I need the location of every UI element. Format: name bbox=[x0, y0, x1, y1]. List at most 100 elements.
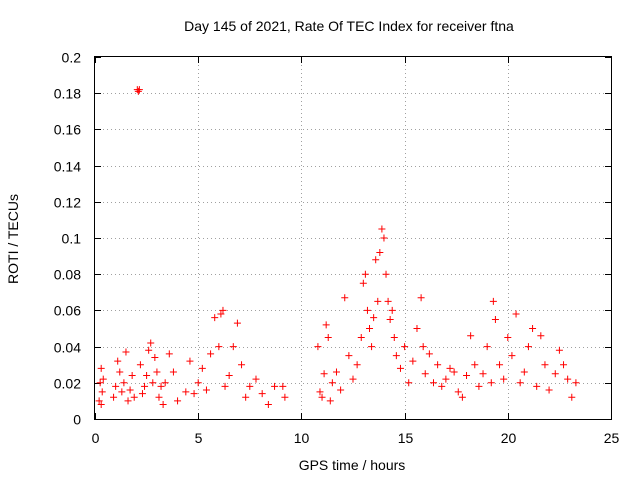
data-point bbox=[279, 382, 287, 390]
chart-title: Day 145 of 2021, Rate Of TEC Index for r… bbox=[184, 18, 514, 34]
data-point bbox=[392, 352, 400, 360]
data-point bbox=[370, 314, 378, 322]
data-point bbox=[520, 368, 528, 376]
data-point bbox=[141, 382, 149, 390]
data-point bbox=[529, 325, 537, 332]
data-point bbox=[198, 364, 206, 372]
data-point bbox=[409, 357, 417, 365]
y-tick-label: 0.04 bbox=[54, 340, 81, 356]
data-point bbox=[114, 357, 122, 365]
data-point bbox=[161, 379, 169, 387]
data-point bbox=[332, 368, 340, 376]
data-point bbox=[211, 314, 219, 322]
data-point bbox=[182, 388, 190, 396]
data-point bbox=[99, 375, 107, 383]
data-point bbox=[118, 388, 126, 396]
data-point bbox=[467, 332, 475, 340]
y-tick-label: 0.02 bbox=[54, 376, 81, 392]
data-point bbox=[215, 343, 223, 351]
data-point bbox=[361, 270, 369, 278]
data-point bbox=[316, 388, 324, 396]
data-point bbox=[116, 368, 124, 376]
data-point bbox=[120, 379, 128, 387]
data-point bbox=[207, 350, 215, 358]
data-point bbox=[421, 370, 429, 378]
data-point bbox=[165, 350, 173, 358]
y-axis-label: ROTI / TECUs bbox=[5, 194, 21, 284]
data-point bbox=[318, 393, 326, 401]
data-point bbox=[143, 372, 151, 380]
data-point bbox=[396, 364, 404, 372]
data-point bbox=[368, 343, 376, 351]
data-point bbox=[417, 294, 425, 302]
data-point bbox=[384, 297, 392, 305]
y-tick-label: 0 bbox=[73, 412, 81, 428]
data-point bbox=[202, 386, 210, 394]
data-point bbox=[135, 86, 143, 94]
data-point bbox=[258, 390, 266, 398]
y-tick-label: 0.06 bbox=[54, 303, 81, 319]
data-point bbox=[233, 319, 241, 327]
data-point bbox=[483, 343, 491, 351]
data-point bbox=[97, 401, 105, 409]
data-point bbox=[376, 248, 384, 256]
data-point bbox=[242, 393, 250, 401]
data-point bbox=[225, 372, 233, 380]
data-point bbox=[122, 348, 130, 356]
scatter-points bbox=[95, 86, 580, 409]
data-point bbox=[401, 343, 409, 351]
y-tick-label: 0.16 bbox=[54, 122, 81, 138]
data-point bbox=[169, 368, 177, 376]
data-point bbox=[388, 306, 396, 314]
axis-ticks: 0 5 10 15 20 25 0 0.02 0.04 0.06 0.08 0.1 0.12 0.14 0.… bbox=[54, 50, 620, 447]
data-point bbox=[434, 361, 442, 369]
x-tick-label: 25 bbox=[604, 430, 620, 446]
data-point bbox=[425, 350, 433, 358]
data-point bbox=[463, 372, 471, 380]
data-point bbox=[479, 370, 487, 378]
plot-frame bbox=[94, 56, 612, 420]
data-point bbox=[145, 346, 153, 354]
data-point bbox=[345, 352, 353, 360]
data-point bbox=[219, 306, 227, 314]
data-point bbox=[271, 382, 279, 390]
x-tick-label: 15 bbox=[398, 430, 414, 446]
data-point bbox=[537, 332, 545, 340]
y-tick-label: 0.2 bbox=[62, 50, 82, 66]
data-point bbox=[130, 393, 138, 401]
x-tick-label: 10 bbox=[294, 430, 310, 446]
data-point bbox=[454, 388, 462, 396]
data-point bbox=[264, 401, 272, 409]
data-point bbox=[221, 382, 229, 390]
data-point bbox=[378, 225, 386, 233]
data-point bbox=[413, 325, 421, 332]
data-point bbox=[491, 315, 499, 323]
data-point bbox=[97, 364, 105, 372]
x-tick-label: 5 bbox=[195, 430, 203, 446]
data-point bbox=[471, 361, 479, 369]
data-point bbox=[555, 346, 563, 354]
data-point bbox=[155, 393, 163, 401]
grid-lines bbox=[95, 57, 611, 419]
data-point bbox=[126, 386, 134, 394]
data-point bbox=[568, 393, 576, 401]
data-point bbox=[363, 306, 371, 314]
data-point bbox=[124, 397, 132, 405]
data-point bbox=[541, 361, 549, 369]
data-point bbox=[359, 279, 367, 287]
data-point bbox=[405, 379, 413, 387]
data-point bbox=[516, 379, 524, 387]
data-point bbox=[151, 353, 159, 361]
data-point bbox=[564, 375, 572, 383]
data-point bbox=[475, 382, 483, 390]
y-tick-label: 0.08 bbox=[54, 267, 81, 283]
data-point bbox=[157, 382, 165, 390]
data-point bbox=[429, 379, 437, 387]
data-point bbox=[572, 379, 580, 387]
data-point bbox=[194, 379, 202, 387]
data-point bbox=[500, 375, 508, 383]
data-point bbox=[341, 294, 349, 302]
data-point bbox=[337, 386, 345, 394]
data-point bbox=[128, 372, 136, 380]
